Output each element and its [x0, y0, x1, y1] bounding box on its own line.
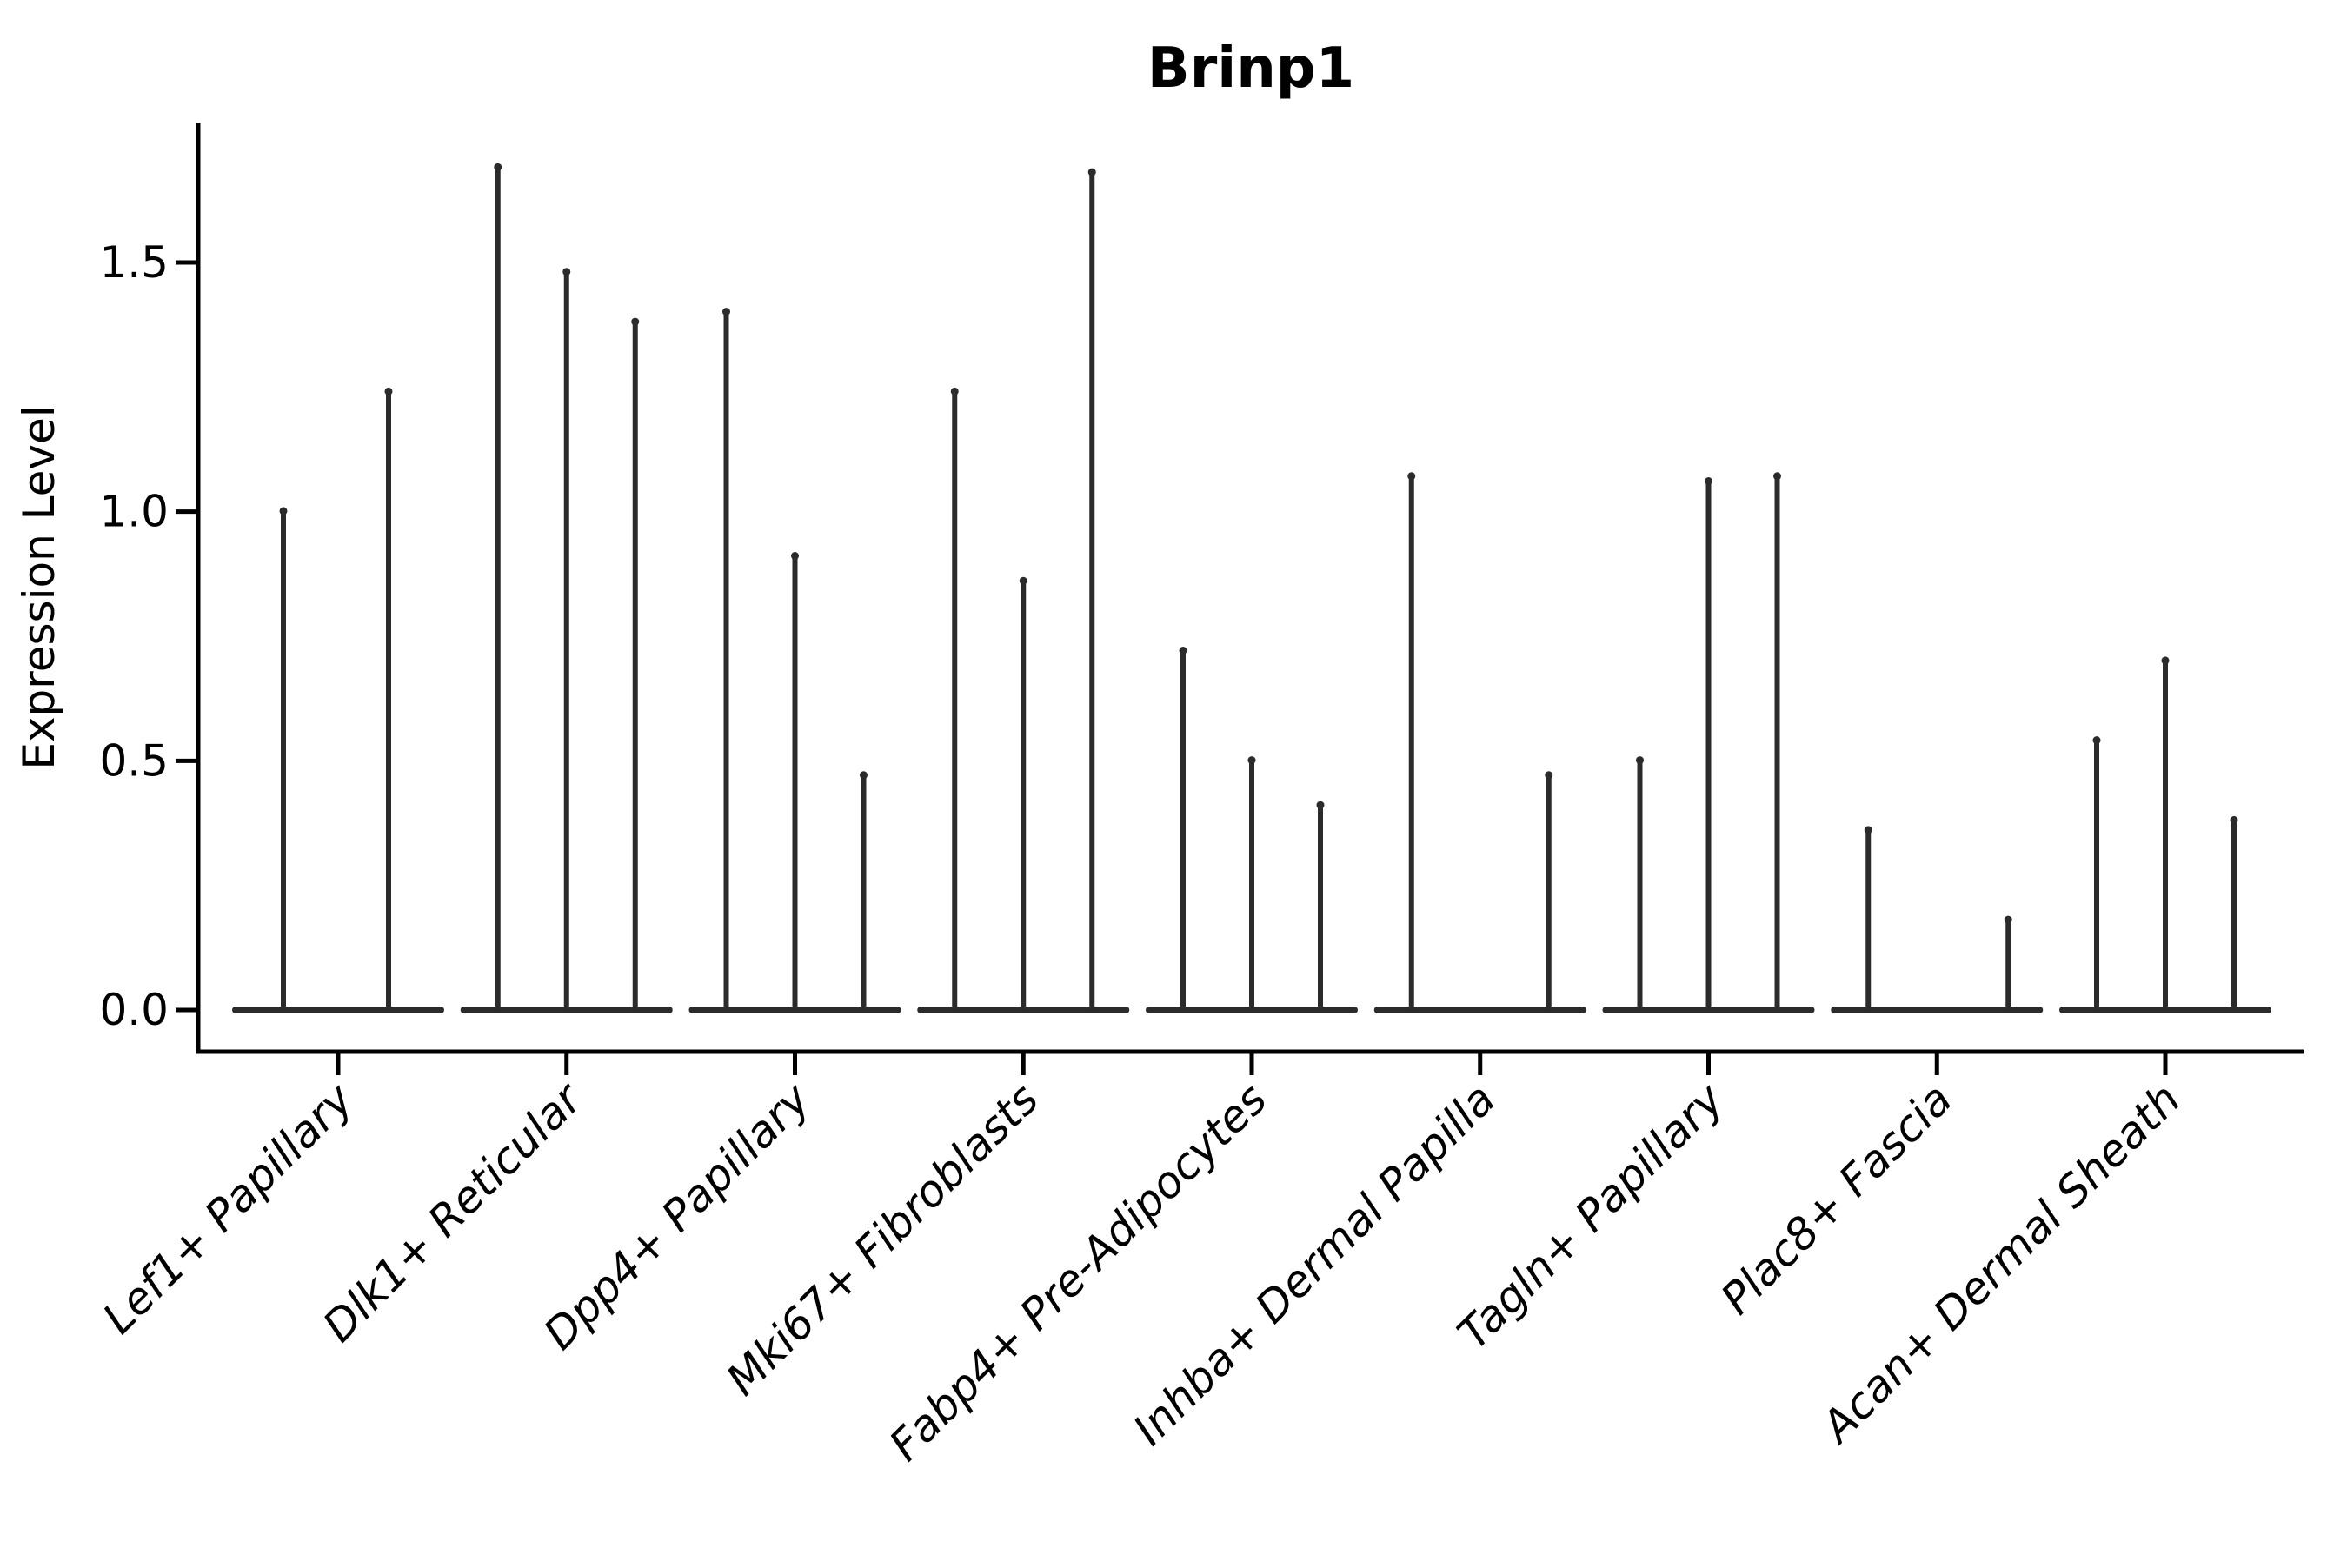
violin-series	[232, 163, 2271, 1013]
violin-spike-tip	[791, 552, 799, 561]
y-axis-ticks: 0.0 0.5 1.0 1.5	[99, 237, 198, 1035]
violin-spike-tip	[722, 308, 730, 316]
violin-spike-tip	[279, 507, 288, 515]
violin-spike-tip	[1545, 771, 1553, 780]
x-tick-label: Fabp4+ Pre-Adipocytes	[880, 1073, 1277, 1471]
x-axis-ticks	[336, 1052, 2168, 1075]
violin-spike-tip	[2004, 915, 2012, 924]
violin-spike-tip	[1179, 646, 1187, 654]
violin-spike-tip	[384, 387, 393, 395]
violin-spike-tip	[1636, 756, 1644, 765]
violin-spike-tip	[1407, 472, 1416, 481]
violin-spike-tip	[1247, 756, 1256, 765]
x-tick-label: Lef1+ Papillary	[93, 1073, 363, 1343]
violin-spike-tip	[1087, 168, 1096, 176]
x-tick-label: Plac8+ Fascia	[1712, 1073, 1962, 1324]
chart-title: Brinp1	[1147, 37, 1354, 101]
violin-spike-tip	[1705, 477, 1712, 486]
violin-spike-tip	[1316, 801, 1325, 809]
y-axis-label: Expression Level	[14, 405, 64, 769]
y-tick-label: 0.5	[99, 735, 169, 786]
violin-spike-tip	[1019, 576, 1027, 585]
x-tick-label: Inhba+ Dermal Papilla	[1124, 1073, 1505, 1454]
violin-spike-tip	[2230, 815, 2238, 824]
violin-spike-tip	[950, 387, 959, 395]
violin-spike-tip	[860, 771, 868, 780]
violin-spike-tip	[631, 317, 640, 326]
violin-spike-tip	[2092, 736, 2101, 745]
violin-spike-tip	[494, 163, 502, 171]
y-tick-label: 0.0	[99, 985, 169, 1035]
violin-spike-tip	[562, 268, 571, 276]
x-tick-label: Acan+ Dermal Sheath	[1811, 1073, 2191, 1453]
y-tick-label: 1.0	[99, 487, 169, 537]
y-tick-label: 1.5	[99, 237, 169, 288]
violin-spike-tip	[2161, 656, 2170, 665]
violin-spike-tip	[1773, 472, 1781, 481]
violin-spike-tip	[1864, 826, 1872, 834]
